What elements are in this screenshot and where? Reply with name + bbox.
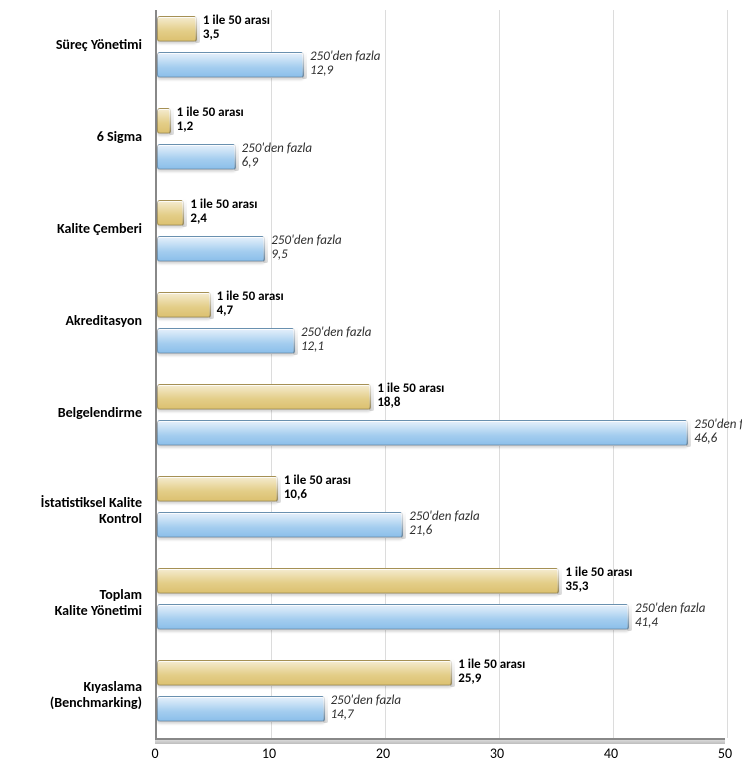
- data-label-series-b: 250'den fazla9,5: [271, 234, 341, 263]
- data-label-series-b: 250'den fazla41,4: [635, 602, 705, 631]
- x-tick-label: 10: [262, 745, 276, 762]
- y-category-label: Kalite Çemberi: [0, 221, 148, 237]
- bar-cap: [263, 235, 268, 263]
- bar-cap: [627, 603, 632, 631]
- data-label-series-b: 250'den fazla12,9: [310, 50, 380, 79]
- bar-series-b: [157, 604, 629, 630]
- axis-floor: [155, 740, 725, 744]
- bar-cap: [209, 291, 214, 319]
- bar-cap: [450, 659, 455, 687]
- bar-series-b: [157, 144, 236, 170]
- bar-cap: [302, 51, 307, 79]
- x-tick-label: 30: [490, 745, 504, 762]
- data-label-series-a: 1 ile 50 arası4,7: [217, 290, 284, 319]
- bar-group: 1 ile 50 arası10,6 250'den fazla21,6: [155, 474, 725, 552]
- bar-series-b: [157, 328, 295, 354]
- data-label-series-a: 1 ile 50 arası35,3: [565, 566, 632, 595]
- bar-cap: [195, 15, 200, 43]
- y-category-label: İstatistiksel KaliteKontrol: [0, 495, 148, 527]
- x-tick-label: 20: [376, 745, 390, 762]
- y-category-label: Belgelendirme: [0, 405, 148, 421]
- chart-container: 0 10 20 30 40 50 Süreç Yönetimi 1 ile 50 arası3…: [0, 0, 742, 777]
- y-category-label: Akreditasyon: [0, 313, 148, 329]
- bar-group: 1 ile 50 arası2,4 250'den fazla9,5: [155, 198, 725, 276]
- y-category-label: Kıyaslama(Benchmarking): [0, 679, 148, 711]
- bar-cap: [401, 511, 406, 539]
- bar-group: 1 ile 50 arası18,8250'den fazla46,6: [155, 382, 725, 460]
- bar-series-a: [157, 200, 184, 226]
- y-category-label: ToplamKalite Yönetimi: [0, 587, 148, 619]
- bar-series-a: [157, 108, 171, 134]
- data-label-series-a: 1 ile 50 arası1,2: [177, 106, 244, 135]
- data-label-series-b: 250'den fazla46,6: [694, 418, 742, 447]
- bar-cap: [557, 567, 562, 595]
- x-tick-label: 0: [151, 745, 158, 762]
- bar-series-b: [157, 512, 403, 538]
- bar-series-a: [157, 660, 452, 686]
- bar-group: 1 ile 50 arası3,5 250'den fazla12,9: [155, 14, 725, 92]
- data-label-series-a: 1 ile 50 arası25,9: [458, 658, 525, 687]
- data-label-series-b: 250'den fazla14,7: [331, 694, 401, 723]
- data-label-series-b: 250'den fazla12,1: [301, 326, 371, 355]
- y-category-label: 6 Sigma: [0, 129, 148, 145]
- bar-series-b: [157, 236, 265, 262]
- bar-series-a: [157, 16, 197, 42]
- bar-cap: [182, 199, 187, 227]
- bar-cap: [276, 475, 281, 503]
- data-label-series-a: 1 ile 50 arası3,5: [203, 14, 270, 43]
- bar-cap: [293, 327, 298, 355]
- data-label-series-a: 1 ile 50 arası2,4: [190, 198, 257, 227]
- grid-line: [727, 10, 728, 738]
- bar-group: 1 ile 50 arası1,2 250'den fazla6,9: [155, 106, 725, 184]
- bar-cap: [169, 107, 174, 135]
- x-tick-label: 50: [718, 745, 732, 762]
- bar-cap: [234, 143, 239, 171]
- bar-cap: [369, 383, 374, 411]
- bar-group: 1 ile 50 arası35,3250'den fazla41,4: [155, 566, 725, 644]
- bar-series-a: [157, 568, 559, 594]
- x-tick-label: 40: [604, 745, 618, 762]
- data-label-series-b: 250'den fazla6,9: [242, 142, 312, 171]
- data-label-series-a: 1 ile 50 arası10,6: [284, 474, 351, 503]
- bar-series-b: [157, 696, 325, 722]
- bar-cap: [686, 419, 691, 447]
- data-label-series-b: 250'den fazla21,6: [409, 510, 479, 539]
- data-label-series-a: 1 ile 50 arası18,8: [377, 382, 444, 411]
- bar-series-a: [157, 292, 211, 318]
- bar-series-b: [157, 420, 688, 446]
- y-category-label: Süreç Yönetimi: [0, 37, 148, 53]
- bar-group: 1 ile 50 arası4,7 250'den fazla12,1: [155, 290, 725, 368]
- bar-series-a: [157, 476, 278, 502]
- bar-series-b: [157, 52, 304, 78]
- bar-series-a: [157, 384, 371, 410]
- bar-group: 1 ile 50 arası25,9 250'den fazla14,7: [155, 658, 725, 736]
- bar-cap: [323, 695, 328, 723]
